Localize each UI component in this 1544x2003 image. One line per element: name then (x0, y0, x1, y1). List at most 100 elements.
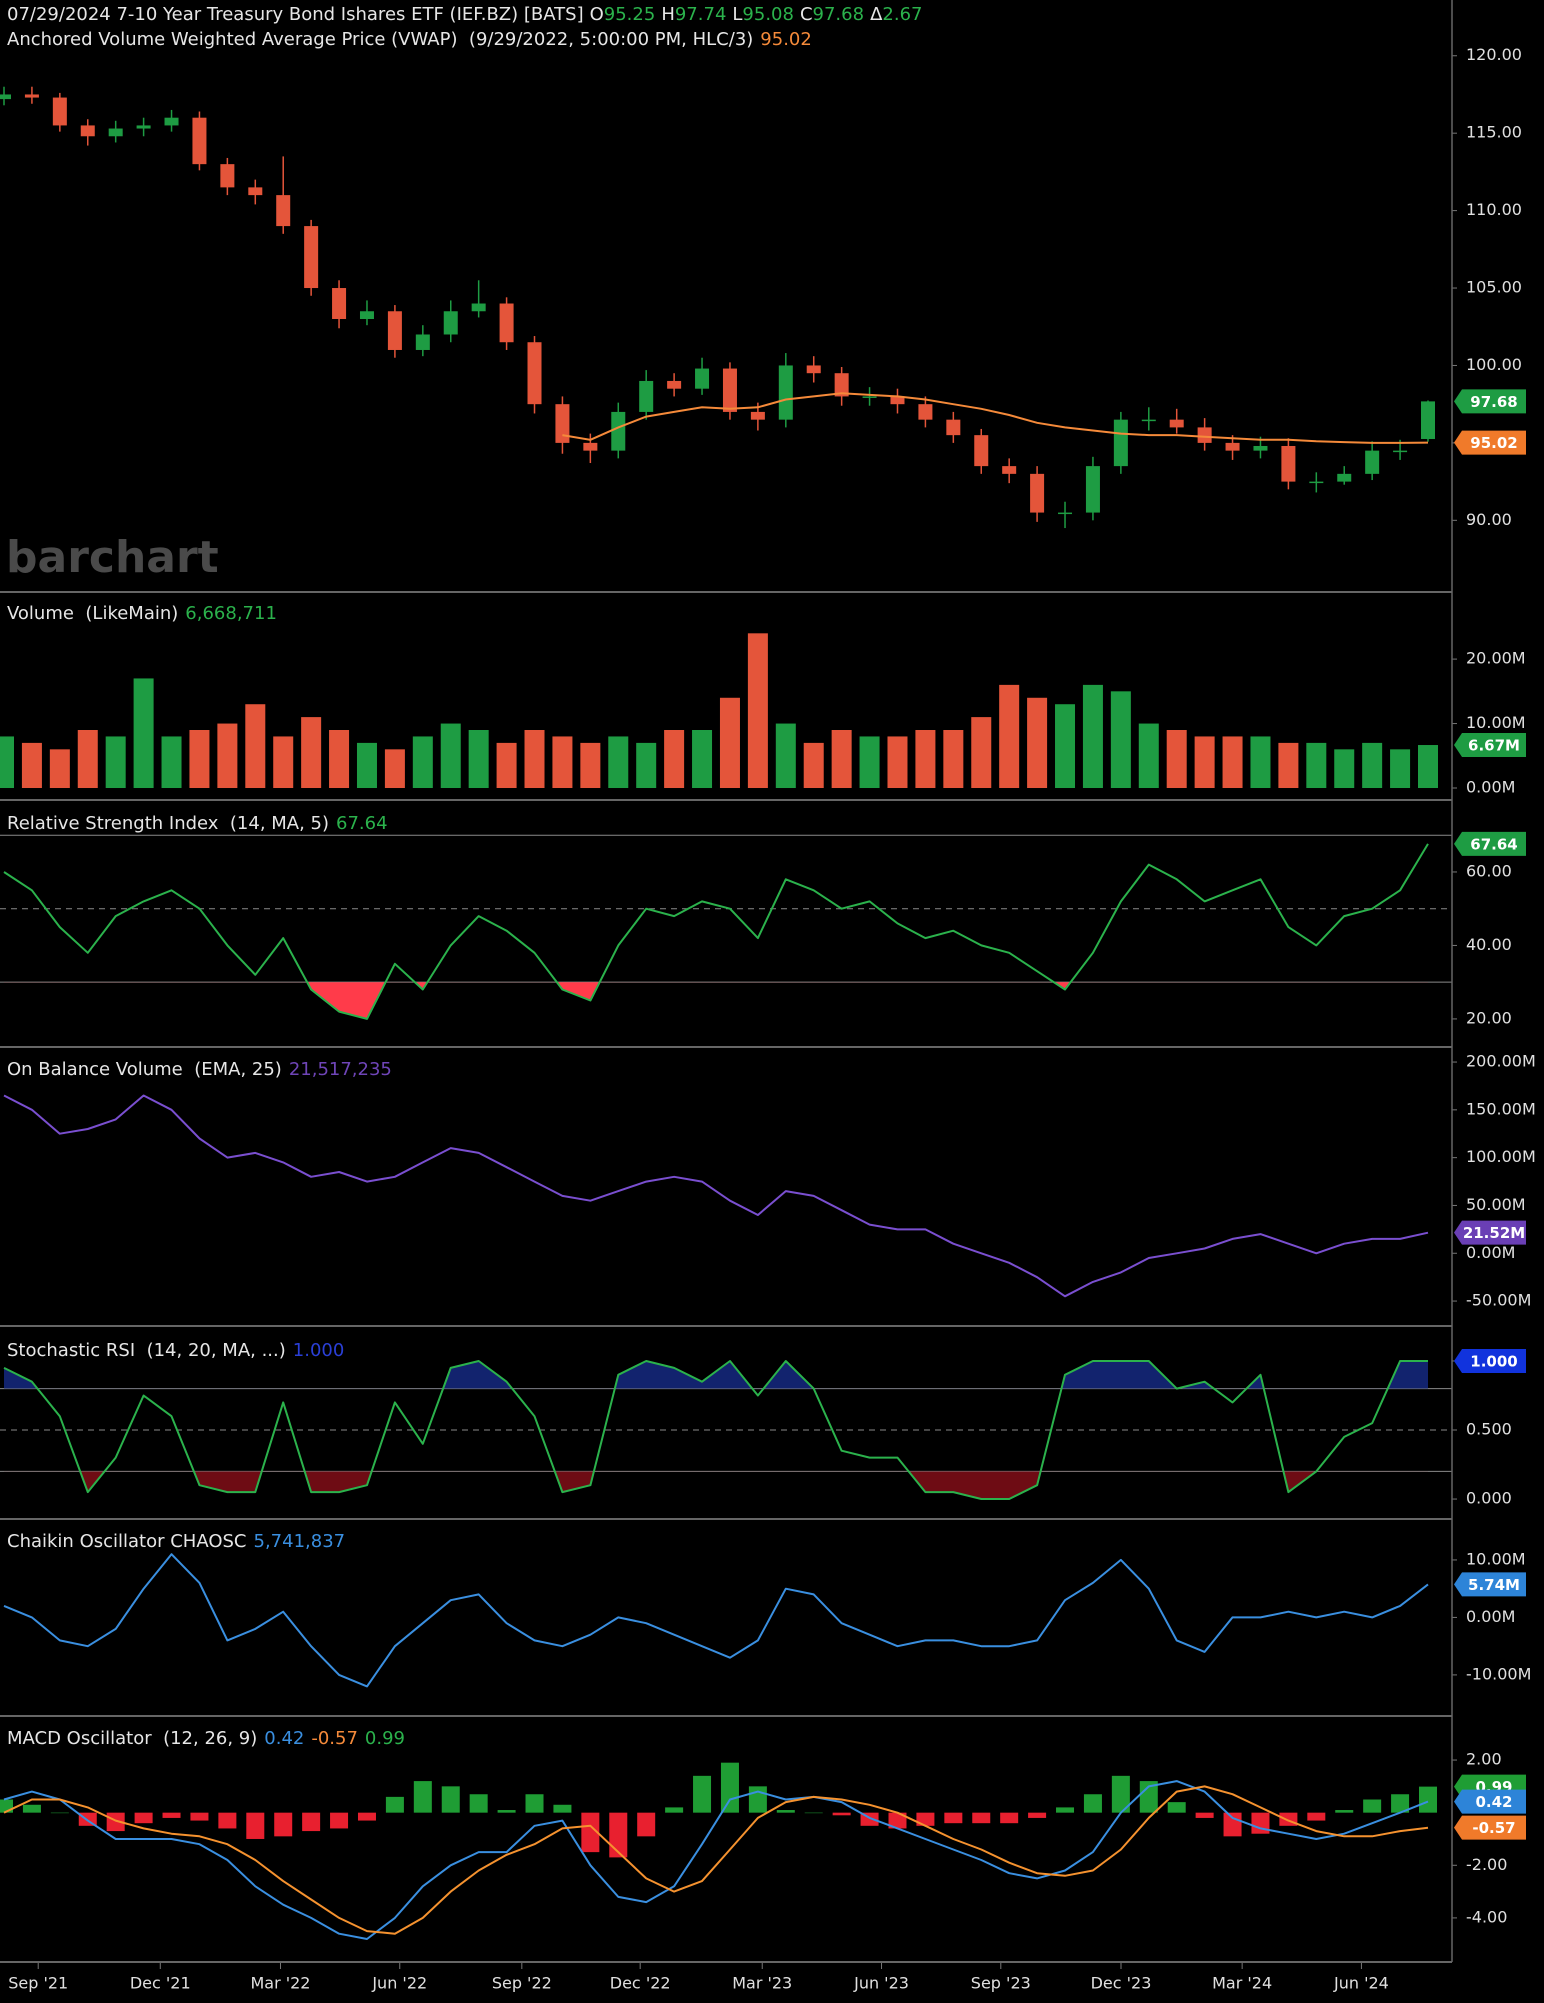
volume-bar (831, 730, 852, 789)
volume-bar (1166, 730, 1187, 789)
header-value: 95.08 (742, 4, 794, 25)
histogram-bar (748, 1786, 767, 1813)
candle-body (471, 303, 486, 312)
volume-bar (915, 730, 936, 789)
y-tick-label: 100.00M (1466, 1147, 1536, 1166)
candle-body (248, 187, 263, 196)
candle-body (52, 97, 67, 126)
volume-bar (273, 736, 294, 789)
volume-bar (971, 717, 992, 789)
x-tick-label: Mar '23 (732, 1974, 792, 1993)
candle-body (276, 195, 291, 227)
volume-bar (1418, 745, 1438, 789)
volume-bar (133, 678, 154, 789)
x-tick-label: Dec '23 (1091, 1974, 1152, 1993)
series-line (3, 1553, 1429, 1688)
y-tick-label: -50.00M (1466, 1291, 1531, 1310)
y-tick-label: 90.00 (1466, 510, 1512, 529)
panel-title: MACD Oscillator (12, 26, 9) (7, 1728, 257, 1749)
y-tick-label: 150.00M (1466, 1099, 1536, 1118)
header-value: 21,517,235 (289, 1059, 392, 1080)
overlay-line (562, 392, 1429, 444)
volume-bar (692, 730, 713, 789)
histogram-bar (50, 1812, 69, 1814)
histogram-bar (720, 1762, 739, 1813)
header-value: 5,741,837 (254, 1531, 346, 1552)
series-line (3, 1785, 1429, 1935)
header-value: 97.68 (813, 4, 865, 25)
volume-bar (747, 633, 768, 789)
y-tick-label: 10.00M (1466, 713, 1526, 732)
histogram-bar (385, 1796, 404, 1813)
volume-bar (524, 730, 545, 789)
volume-bar (329, 730, 350, 789)
histogram-bar (1335, 1810, 1354, 1813)
histogram-bar (693, 1775, 712, 1813)
price-badge (1454, 430, 1526, 455)
header-value: 0.42 (264, 1728, 304, 1749)
value-prefix: L (732, 4, 742, 25)
candle-body (722, 368, 737, 412)
panel-title: Chaikin Oscillator CHAOSC (7, 1531, 247, 1552)
panel-plot (0, 1360, 1452, 1500)
candle-body (1225, 442, 1240, 451)
candle-body (639, 380, 654, 412)
volume-bar (496, 742, 517, 789)
header-value: 67.64 (336, 813, 388, 834)
candle-body (1197, 427, 1212, 443)
y-tick-label: 120.00 (1466, 45, 1522, 64)
histogram-bar (134, 1812, 153, 1824)
y-tick-label: 50.00M (1466, 1195, 1526, 1214)
histogram-bar (525, 1794, 544, 1813)
candle-body (695, 368, 710, 389)
histogram-bar (469, 1794, 488, 1813)
volume-bar (775, 723, 796, 789)
volume-bar (301, 717, 322, 789)
badge-label: 97.68 (1470, 393, 1517, 411)
histogram-bar (1167, 1802, 1186, 1813)
volume-bar (1194, 736, 1215, 789)
volume-bar (356, 742, 377, 789)
histogram-bar (1028, 1812, 1047, 1818)
x-tick-label: Mar '22 (250, 1974, 310, 1993)
price-badge (1454, 1789, 1526, 1814)
histogram-bar (1000, 1812, 1019, 1824)
value-prefix: Δ (870, 4, 883, 25)
price-badge (1454, 733, 1526, 758)
volume-bar (21, 742, 42, 789)
badge-label: 21.52M (1463, 1224, 1525, 1242)
histogram-bar (637, 1812, 656, 1837)
histogram-bar (106, 1812, 125, 1832)
volume-bar (161, 736, 182, 789)
histogram-bar (1419, 1786, 1437, 1813)
panel-plot (0, 834, 1452, 1020)
panel-plot (0, 86, 1435, 529)
panel-plot (0, 633, 1438, 789)
candle-body (611, 411, 626, 451)
panel-title: 07/29/2024 7-10 Year Treasury Bond Ishar… (7, 4, 584, 25)
header-value: -0.57 (311, 1728, 358, 1749)
histogram-bar (804, 1812, 823, 1814)
candle-body (80, 125, 95, 137)
histogram-bar (665, 1807, 684, 1813)
volume-bar (77, 730, 98, 789)
y-tick-label: -4.00 (1466, 1907, 1507, 1926)
histogram-bar (218, 1812, 237, 1829)
candle-body (806, 365, 821, 374)
volume-bar (49, 749, 70, 789)
histogram-bar (972, 1812, 991, 1824)
candle-body (527, 342, 542, 405)
volume-bar (943, 730, 964, 789)
volume-bar (1306, 742, 1327, 789)
candle-body (332, 288, 347, 320)
threshold-fill (4, 1361, 1428, 1389)
series-line (3, 843, 1429, 1020)
y-tick-label: 2.00 (1466, 1750, 1502, 1769)
candle-body (1337, 473, 1352, 482)
badge-label: 1.000 (1470, 1352, 1517, 1370)
value-prefix: H (661, 4, 675, 25)
histogram-bar (553, 1804, 572, 1813)
badge-label: 95.02 (1470, 434, 1517, 452)
histogram-bar (190, 1812, 209, 1821)
header-value: 97.74 (675, 4, 727, 25)
